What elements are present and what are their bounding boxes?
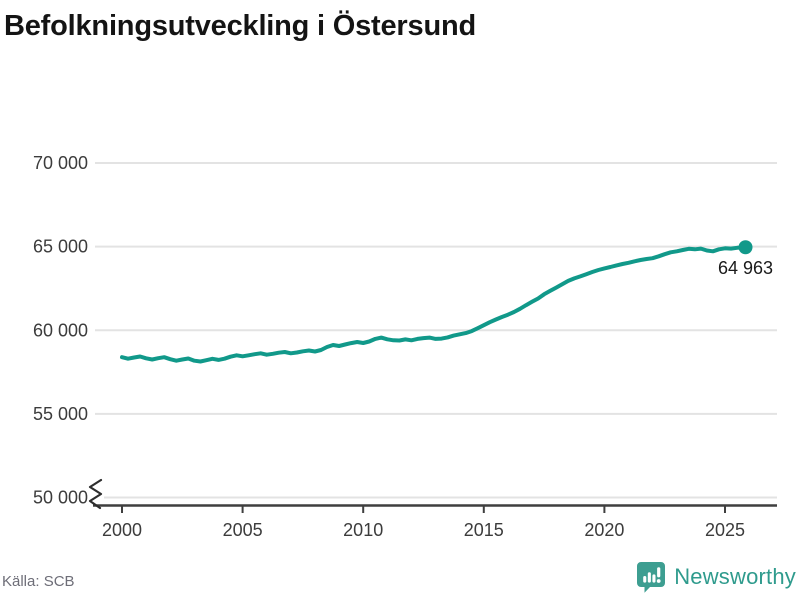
y-tick-label: 65 000 bbox=[33, 237, 88, 257]
x-tick-label: 2000 bbox=[102, 520, 142, 540]
x-tick-label: 2025 bbox=[705, 520, 745, 540]
y-tick-label: 70 000 bbox=[33, 153, 88, 173]
brand-name: Newsworthy bbox=[674, 564, 796, 589]
x-tick-label: 2005 bbox=[223, 520, 263, 540]
x-tick-label: 2010 bbox=[343, 520, 383, 540]
newsworthy-speech-bubble-chart-icon bbox=[637, 562, 666, 593]
y-tick-label: 55 000 bbox=[33, 404, 88, 424]
x-tick-label: 2015 bbox=[464, 520, 504, 540]
source-note: Källa: SCB bbox=[2, 573, 75, 590]
chart-title: Befolkningsutveckling i Östersund bbox=[4, 10, 476, 42]
brand-logo: Newsworthy bbox=[636, 561, 796, 593]
x-tick-label: 2020 bbox=[584, 520, 624, 540]
population-series-line bbox=[120, 245, 748, 364]
end-point-value-label: 64 963 bbox=[718, 258, 773, 278]
y-tick-label: 50 000 bbox=[33, 488, 88, 508]
axis-break-icon bbox=[88, 478, 103, 510]
end-point-marker bbox=[738, 240, 753, 255]
y-tick-label: 60 000 bbox=[33, 320, 88, 340]
